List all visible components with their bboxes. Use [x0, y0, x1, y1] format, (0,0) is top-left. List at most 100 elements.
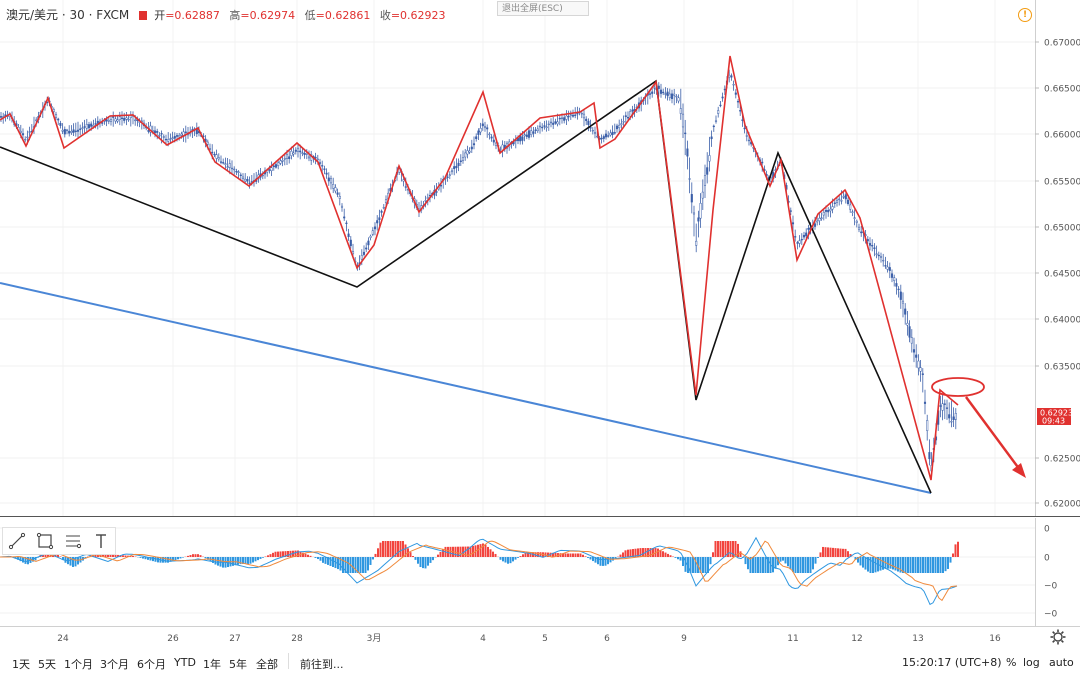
macd-pane[interactable]: 0 0 −0 −0: [0, 518, 1080, 626]
fib-icon[interactable]: [59, 528, 87, 554]
candle-body: [618, 124, 621, 129]
warning-icon[interactable]: !: [1018, 8, 1032, 22]
candle-body: [897, 288, 900, 291]
rectangle-icon[interactable]: [31, 528, 59, 554]
candle-body: [481, 123, 484, 127]
time-axis[interactable]: 24 26 27 28 3月 4 5 6 9 11 12 13 16: [0, 626, 1080, 648]
range-all[interactable]: 全部: [256, 658, 278, 671]
price-axis[interactable]: 0.67000 0.66500 0.66000 0.65500 0.65000 0.645…: [0, 0, 1080, 517]
macd-bar: [897, 557, 899, 572]
candle-body: [952, 416, 955, 421]
candle-body: [684, 132, 687, 135]
macd-bar: [667, 553, 669, 557]
candle-body: [178, 135, 181, 138]
red-arrow-line[interactable]: [964, 396, 1022, 471]
candle-body: [268, 169, 271, 171]
macd-bar: [244, 557, 247, 564]
text-icon[interactable]: [87, 528, 115, 554]
macd-bar: [502, 557, 504, 562]
macd-bar: [72, 557, 74, 567]
candle-body: [904, 308, 907, 315]
candle-body: [160, 133, 163, 135]
macd-bar: [164, 557, 167, 563]
candle-body: [615, 125, 619, 130]
candle-body: [941, 403, 944, 411]
candle-body: [235, 170, 238, 173]
candle-body: [54, 114, 58, 118]
black-zigzag[interactable]: [0, 79, 932, 494]
candle-body: [690, 194, 693, 203]
candle-body: [851, 211, 854, 213]
macd-bar: [382, 541, 384, 557]
candle-body: [523, 134, 526, 137]
macd-bar: [549, 552, 552, 557]
macd-bar: [687, 557, 689, 573]
candle-body: [675, 95, 678, 98]
highlight-ellipse[interactable]: [931, 377, 985, 397]
exit-fullscreen-button[interactable]: 退出全屏(ESC): [497, 1, 589, 16]
candle-body: [24, 138, 27, 141]
range-5d[interactable]: 5天: [38, 658, 56, 671]
range-6m[interactable]: 6个月: [137, 658, 166, 671]
candle-body: [534, 129, 537, 131]
candle-body: [730, 75, 733, 78]
range-1d[interactable]: 1天: [12, 658, 30, 671]
candle-body: [857, 226, 861, 230]
candle-body: [57, 118, 60, 121]
macd-bar: [702, 557, 704, 573]
blue-trendline[interactable]: [0, 282, 932, 494]
macd-bar: [389, 541, 392, 557]
trend-line-icon[interactable]: [3, 528, 31, 554]
macd-bar: [197, 554, 199, 557]
macd-axis[interactable]: 0 0 −0 −0: [1035, 518, 1058, 626]
candle-body: [241, 176, 245, 179]
macd-bar: [257, 557, 259, 561]
macd-bar: [714, 541, 717, 557]
time-tick-label: 9: [681, 634, 687, 644]
candle-body: [215, 154, 218, 159]
drawn-trendlines[interactable]: [0, 55, 1026, 494]
macd-bar: [104, 554, 107, 557]
auto-toggle[interactable]: auto: [1049, 656, 1074, 669]
candle-body: [21, 133, 25, 136]
candle-body: [74, 130, 77, 133]
candle-body: [948, 414, 951, 419]
range-1y[interactable]: 1年: [203, 658, 221, 671]
macd-bar: [779, 557, 782, 562]
candle-body: [884, 265, 887, 267]
red-zigzag[interactable]: [0, 55, 959, 481]
candle-body: [261, 174, 264, 177]
macd-bar: [822, 546, 824, 557]
price-chart[interactable]: 0.67000 0.66500 0.66000 0.65500 0.65000 0.645…: [0, 0, 1080, 517]
time-tick-label: 27: [229, 634, 240, 644]
candle-body: [659, 89, 663, 94]
macd-bar: [684, 557, 687, 572]
goto-date-button[interactable]: 前往到...: [300, 658, 344, 671]
macd-bar: [304, 553, 307, 557]
range-1m[interactable]: 1个月: [64, 658, 93, 671]
macd-bar: [952, 553, 954, 557]
macd-bar: [504, 557, 507, 563]
macd-bar: [287, 550, 289, 557]
macd-bar: [912, 557, 914, 573]
candlestick-series: [0, 69, 957, 479]
candle-body: [314, 156, 317, 159]
macd-bar: [494, 553, 497, 557]
settings-gear-icon[interactable]: [1050, 629, 1066, 645]
candle-body: [464, 152, 467, 158]
macd-bar: [599, 557, 602, 566]
macd-bar: [262, 557, 264, 558]
red-arrow-head[interactable]: [1012, 463, 1026, 478]
range-ytd[interactable]: YTD: [174, 656, 196, 669]
macd-bar: [622, 552, 624, 557]
log-toggle[interactable]: log: [1023, 656, 1040, 669]
high-value: =0.62974: [240, 9, 296, 22]
macd-bar: [404, 544, 407, 557]
open-value: =0.62887: [165, 9, 220, 22]
range-5y[interactable]: 5年: [229, 658, 247, 671]
candle-body: [692, 212, 696, 215]
range-3m[interactable]: 3个月: [100, 658, 129, 671]
macd-bar: [379, 542, 382, 557]
percent-toggle[interactable]: %: [1006, 656, 1017, 669]
candle-body: [686, 148, 689, 157]
